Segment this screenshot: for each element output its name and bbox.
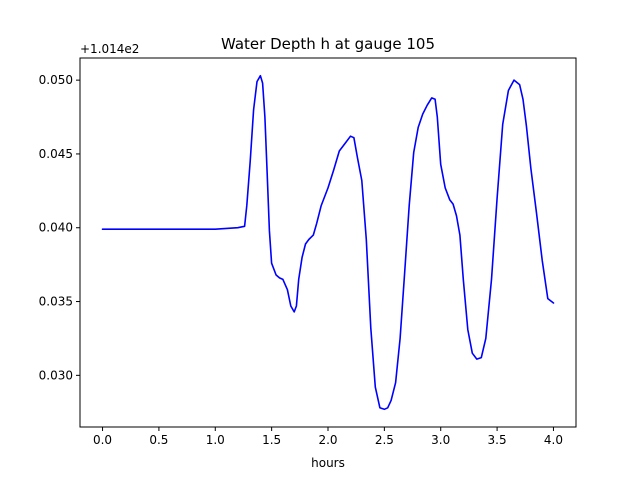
y-tick-label: 0.050 bbox=[39, 73, 73, 87]
x-tick-label: 1.5 bbox=[262, 433, 281, 447]
x-tick-label: 2.5 bbox=[375, 433, 394, 447]
plot-lines bbox=[101, 74, 555, 411]
x-tick-label: 3.0 bbox=[431, 433, 450, 447]
x-axis-label: hours bbox=[311, 456, 345, 470]
series-line bbox=[101, 74, 555, 411]
chart-title: Water Depth h at gauge 105 bbox=[221, 35, 435, 53]
x-tick-label: 2.0 bbox=[318, 433, 337, 447]
x-tick-label: 0.5 bbox=[149, 433, 168, 447]
y-tick-label: 0.045 bbox=[39, 147, 73, 161]
x-axis-ticks: 0.0 0.5 1.0 1.5 2.0 2.5 3.0 3.5 4.0 bbox=[93, 427, 563, 447]
x-tick-label: 4.0 bbox=[544, 433, 563, 447]
y-tick-label: 0.035 bbox=[39, 295, 73, 309]
y-axis-ticks: 0.030 0.035 0.040 0.045 0.050 bbox=[39, 73, 80, 382]
x-tick-label: 0.0 bbox=[93, 433, 112, 447]
x-tick-label: 1.0 bbox=[206, 433, 225, 447]
y-tick-label: 0.030 bbox=[39, 368, 73, 382]
plot-frame bbox=[79, 57, 577, 428]
y-offset-label: +1.014e2 bbox=[80, 42, 139, 56]
y-tick-label: 0.040 bbox=[39, 221, 73, 235]
x-tick-label: 3.5 bbox=[488, 433, 507, 447]
